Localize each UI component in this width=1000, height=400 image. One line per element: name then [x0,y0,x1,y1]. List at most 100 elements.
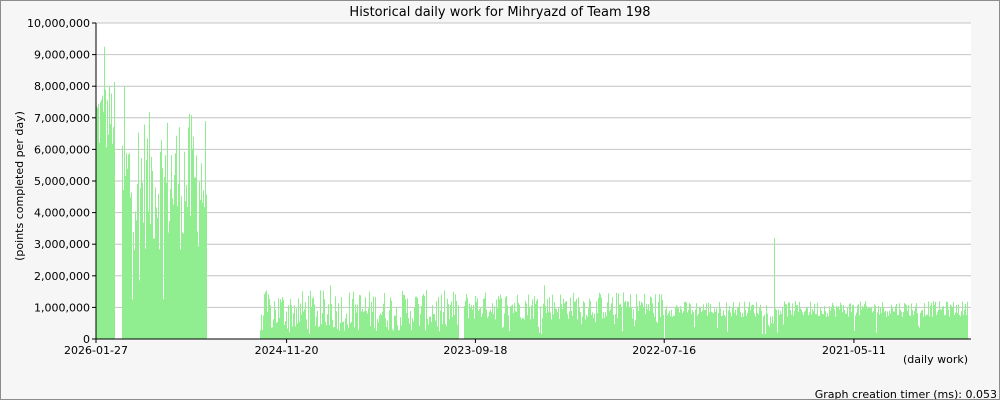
data-bar [738,306,739,339]
data-bar [522,317,523,339]
data-bar [401,325,402,339]
data-bar [936,314,937,339]
data-bar [510,306,511,339]
data-bar [360,295,361,339]
data-bar [884,311,885,339]
data-bar [380,313,381,339]
data-bar [111,93,112,339]
data-bar [577,319,578,339]
data-bar [135,211,136,339]
data-bar [788,302,789,339]
data-bar [565,301,566,339]
data-bar [356,312,357,339]
data-bar [395,315,396,339]
data-bar [595,322,596,339]
x-tick-label: 2022-07-16 [632,344,696,357]
data-bar [427,318,428,339]
data-bar [897,315,898,339]
data-bar [263,315,264,339]
data-bar [729,305,730,339]
data-bar [931,302,932,339]
data-bar [412,318,413,339]
data-bar [267,311,268,339]
data-bar [679,312,680,339]
data-bar [191,115,192,339]
data-bar [963,314,964,339]
data-bar [714,308,715,339]
data-bar [619,304,620,339]
data-bar [335,296,336,339]
data-bar [916,303,917,339]
data-bar [366,311,367,339]
data-bar [781,313,782,339]
data-bar [636,294,637,339]
data-bar [570,297,571,339]
data-bar [945,314,946,339]
data-bar [394,315,395,339]
data-bar [676,305,677,339]
data-bar [660,316,661,339]
data-bar [938,309,939,339]
data-bar [612,297,613,339]
data-bar [489,311,490,339]
data-bar [500,294,501,339]
data-bar [134,249,135,339]
data-bar [188,127,189,339]
data-bar [452,316,453,339]
data-bar [578,297,579,339]
data-bar [607,302,608,339]
data-bar [803,315,804,339]
data-bar [733,302,734,339]
data-bar [155,187,156,339]
data-bar [379,315,380,339]
data-bar [666,306,667,339]
data-bar [749,301,750,339]
data-bar [352,298,353,339]
data-bar [353,291,354,339]
data-bar [389,310,390,339]
data-bar [151,156,152,339]
data-bar [192,148,193,339]
data-bar [204,207,205,339]
data-bar [941,309,942,339]
data-bar [468,318,469,339]
data-bar [381,314,382,339]
data-bar [548,311,549,339]
data-bar [957,313,958,339]
data-bar [102,95,103,339]
data-bar [321,324,322,339]
data-bar [333,327,334,339]
data-bar [439,331,440,339]
data-bar [865,301,866,339]
data-bar [365,297,366,339]
data-bar [655,294,656,339]
y-tick-label: 8,000,000 [34,80,90,93]
data-bar [920,312,921,339]
data-bar [862,306,863,339]
data-bar [770,316,771,339]
data-bar [880,307,881,339]
data-bar [618,293,619,339]
data-bar [448,304,449,339]
data-bar [857,305,858,339]
data-bar [186,185,187,339]
y-tick-label: 4,000,000 [34,207,90,220]
data-bar [651,297,652,339]
data-bar [678,308,679,339]
data-bar [467,297,468,339]
data-bar [393,330,394,339]
data-bar [826,316,827,339]
data-bar [861,309,862,339]
data-bar [820,307,821,339]
data-bar [312,298,313,339]
data-bar [458,304,459,339]
data-bar [504,313,505,339]
data-bar [758,314,759,339]
data-bar [853,304,854,339]
data-bar [494,306,495,339]
data-bar [555,308,556,339]
data-bar [325,322,326,339]
data-bar [596,301,597,339]
data-bar [441,294,442,339]
data-bar [315,325,316,339]
